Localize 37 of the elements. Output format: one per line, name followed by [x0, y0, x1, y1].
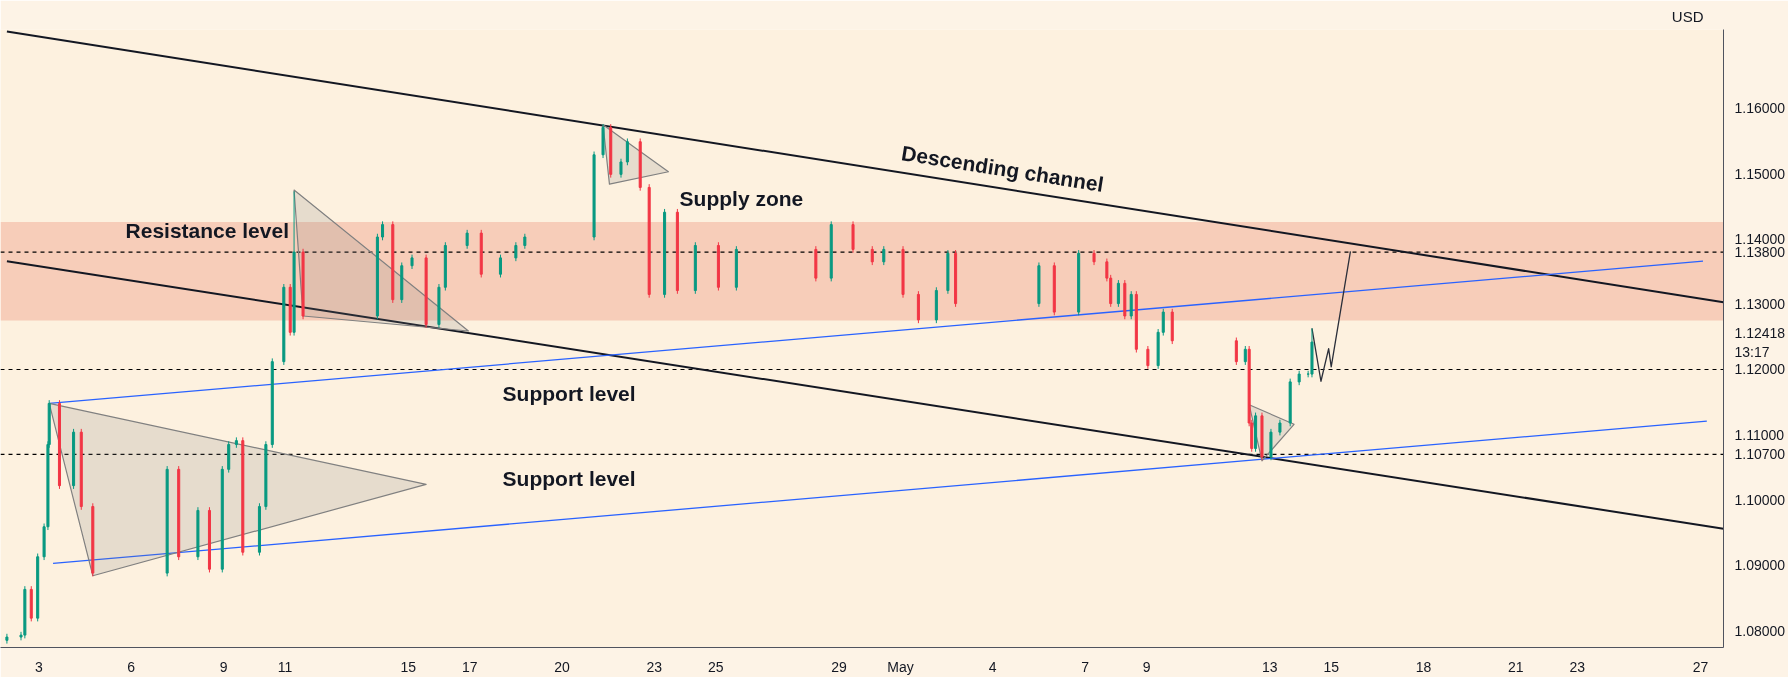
y-tick-label: 1.15000	[1734, 165, 1786, 182]
x-tick-label: 15	[1323, 658, 1340, 675]
x-tick-label: 7	[1081, 658, 1090, 675]
x-tick-label: 23	[646, 658, 663, 675]
y-tick-label: 1.13800	[1734, 244, 1786, 261]
band-label: Supply zone	[679, 186, 804, 210]
y-tick-label: 1.16000	[1734, 100, 1786, 117]
y-tick-label: 1.12000	[1734, 361, 1786, 378]
y-tick-label: 1.09000	[1734, 557, 1786, 574]
x-tick-label: 17	[461, 658, 478, 675]
x-tick-label: 20	[554, 658, 571, 675]
ref-line-label: Support level	[502, 382, 636, 405]
y-axis-title: USD	[1671, 7, 1704, 25]
x-tick-label: 3	[35, 658, 44, 675]
x-tick-label: 4	[988, 658, 997, 675]
x-tick-label: 9	[219, 658, 228, 675]
y-tick-label: 1.10700	[1734, 446, 1786, 463]
y-tick-label: 1.13000	[1734, 296, 1786, 313]
x-tick-label: 15	[400, 658, 417, 675]
x-tick-label: 11	[277, 658, 293, 675]
y-tick-label: 1.08000	[1734, 622, 1786, 639]
x-tick-label: 21	[1508, 658, 1524, 675]
y-tick-label: 1.10000	[1734, 492, 1786, 509]
y-tick-label: 1.11000	[1734, 426, 1785, 443]
x-tick-label: 29	[831, 658, 847, 675]
x-tick-label: 18	[1415, 658, 1432, 675]
y-tick-label: 1.14000	[1734, 230, 1786, 247]
x-tick-label: 23	[1569, 658, 1586, 675]
x-tick-label: May	[887, 658, 914, 675]
x-tick-label: 27	[1692, 658, 1709, 675]
x-tick-label: 25	[708, 658, 724, 675]
x-tick-label: 13	[1261, 658, 1278, 675]
y-tick-label: 1.12418 13:17	[1734, 324, 1786, 360]
ref-line-label: Support level	[502, 466, 636, 490]
x-tick-label: 9	[1142, 658, 1151, 675]
ref-line-label: Resistance level	[125, 218, 289, 242]
x-tick-label: 6	[127, 658, 136, 675]
